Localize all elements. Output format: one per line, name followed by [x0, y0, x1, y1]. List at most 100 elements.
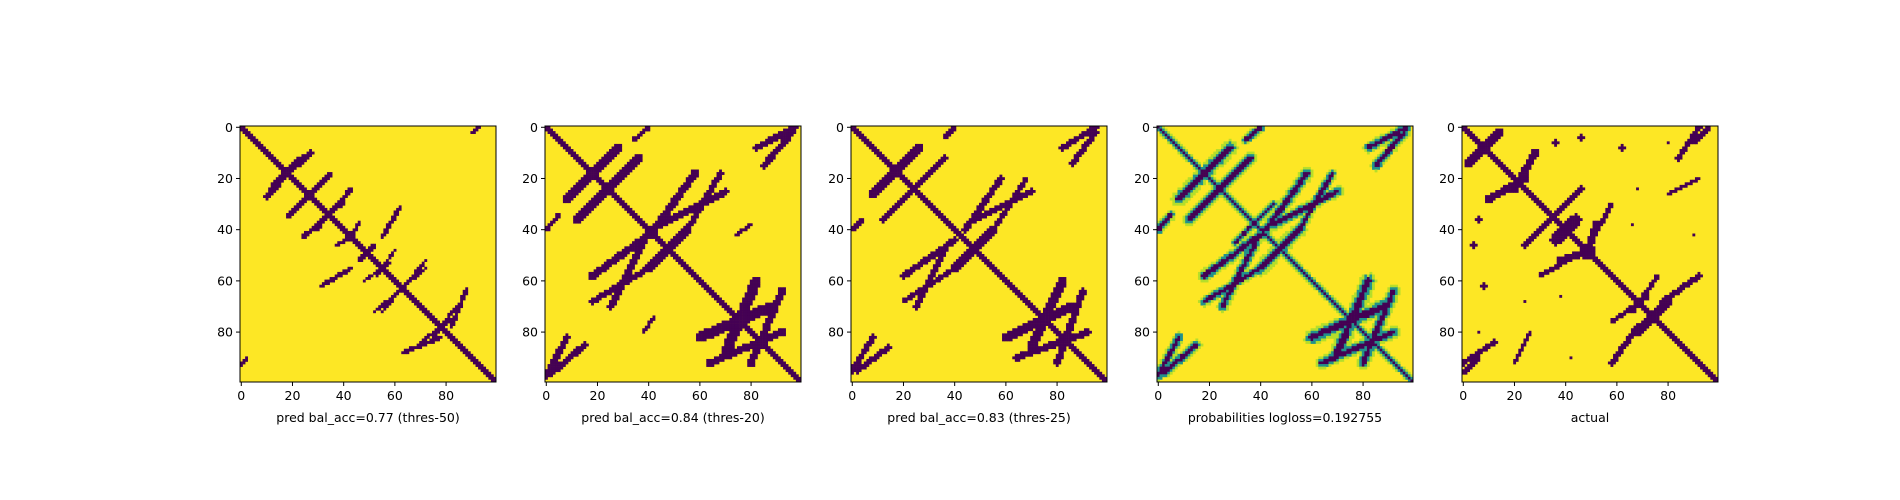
- heatmap-cell: [1063, 343, 1067, 347]
- heatmap-cell: [1078, 302, 1082, 306]
- heatmap-cell: [472, 131, 476, 134]
- heatmap-cell: [301, 233, 305, 237]
- heatmap-cell: [1066, 323, 1069, 326]
- heatmap-cell: [1241, 230, 1245, 234]
- heatmap-cell: [734, 335, 738, 339]
- heatmap-cell: [632, 266, 635, 270]
- heatmap-cell: [575, 187, 579, 191]
- heatmap-cell: [304, 192, 307, 196]
- heatmap-cell: [619, 143, 623, 147]
- heatmap-cell: [662, 243, 666, 247]
- heatmap-cell: [1019, 292, 1023, 296]
- heatmap-cell: [391, 220, 394, 224]
- heatmap-cell: [1089, 366, 1092, 370]
- heatmap-cell: [545, 228, 548, 232]
- heatmap-cell: [690, 271, 694, 275]
- heatmap-cell: [894, 174, 898, 178]
- heatmap-cell: [765, 348, 769, 352]
- heatmap-cell: [467, 351, 471, 355]
- heatmap-cell: [754, 287, 758, 291]
- heatmap-cell: [593, 169, 597, 173]
- heatmap-cell: [1336, 184, 1340, 188]
- heatmap-cell: [879, 351, 883, 355]
- heatmap-cell: [757, 315, 761, 319]
- heatmap-cell: [1195, 164, 1199, 168]
- heatmap-cell: [886, 213, 890, 216]
- heatmap-cell: [757, 341, 761, 344]
- heatmap-cell: [1221, 192, 1224, 196]
- heatmap-cell: [996, 207, 1000, 211]
- heatmap-cell: [915, 190, 918, 193]
- heatmap-cell: [614, 179, 617, 183]
- heatmap-cell: [396, 292, 400, 296]
- heatmap-cell: [1279, 236, 1283, 239]
- heatmap-cell: [1037, 330, 1041, 334]
- heatmap-cell: [465, 353, 469, 357]
- heatmap-cell: [1305, 215, 1309, 219]
- heatmap-cell: [1205, 197, 1209, 201]
- heatmap-cell: [670, 197, 674, 201]
- heatmap-cell: [611, 192, 615, 196]
- heatmap-cell: [858, 364, 862, 367]
- heatmap-cell: [662, 220, 666, 224]
- heatmap-cell: [1244, 218, 1247, 222]
- heatmap-cell: [752, 361, 756, 365]
- heatmap-cell: [726, 356, 730, 360]
- heatmap-cell: [767, 305, 771, 309]
- heatmap-cell: [660, 251, 664, 255]
- heatmap-cell: [462, 294, 466, 298]
- heatmap-cell: [634, 261, 638, 265]
- heatmap-cell: [321, 182, 325, 186]
- heatmap-cell: [698, 282, 702, 286]
- heatmap-cell: [1205, 166, 1209, 170]
- heatmap-cell: [1053, 289, 1057, 293]
- heatmap-cell: [1073, 351, 1077, 355]
- heatmap-cell: [1233, 151, 1237, 155]
- heatmap-cell: [591, 207, 594, 211]
- heatmap-cell: [1192, 207, 1196, 211]
- heatmap-cell: [678, 197, 681, 201]
- heatmap-cell: [1297, 182, 1301, 186]
- heatmap-cell: [1336, 187, 1340, 191]
- heatmap-cell: [429, 333, 433, 337]
- heatmap-cell: [406, 351, 410, 355]
- heatmap-cell: [568, 149, 571, 152]
- heatmap-cell: [716, 333, 720, 337]
- heatmap-cell: [327, 213, 330, 216]
- heatmap-cell: [344, 192, 348, 196]
- heatmap-cell: [1086, 330, 1090, 334]
- heatmap-cell: [1195, 213, 1199, 216]
- heatmap-cell: [560, 138, 564, 142]
- heatmap-cell: [449, 338, 453, 342]
- heatmap-cell: [408, 346, 412, 350]
- heatmap-cell: [311, 195, 315, 198]
- heatmap-cell: [557, 136, 561, 140]
- heatmap-cell: [565, 146, 569, 150]
- heatmap-cell: [981, 202, 985, 206]
- heatmap-cell: [1004, 277, 1008, 280]
- heatmap-cell: [1180, 154, 1183, 158]
- heatmap-cell: [624, 169, 628, 173]
- heatmap-cell: [1022, 294, 1026, 298]
- heatmap-cell: [578, 159, 582, 163]
- heatmap-cell: [876, 190, 880, 193]
- heatmap-cell: [1295, 225, 1299, 229]
- heatmap-cell: [1333, 174, 1337, 178]
- heatmap-cell: [739, 323, 743, 326]
- heatmap-cell: [1208, 192, 1212, 196]
- heatmap-cell: [626, 161, 630, 165]
- heatmap-cell: [1195, 207, 1199, 211]
- heatmap-cell: [1213, 190, 1217, 193]
- heatmap-cell: [1094, 131, 1098, 134]
- heatmap-cell: [383, 300, 387, 303]
- heatmap-cell: [690, 218, 694, 222]
- heatmap-cell: [879, 353, 883, 357]
- heatmap-cell: [688, 179, 692, 183]
- heatmap-cell: [603, 184, 607, 188]
- heatmap-cell: [1223, 141, 1227, 145]
- heatmap-cell: [401, 287, 405, 291]
- heatmap-cell: [1279, 218, 1283, 222]
- heatmap-cell: [588, 179, 592, 183]
- heatmap-cell: [1290, 192, 1293, 196]
- heatmap-cell: [902, 159, 906, 163]
